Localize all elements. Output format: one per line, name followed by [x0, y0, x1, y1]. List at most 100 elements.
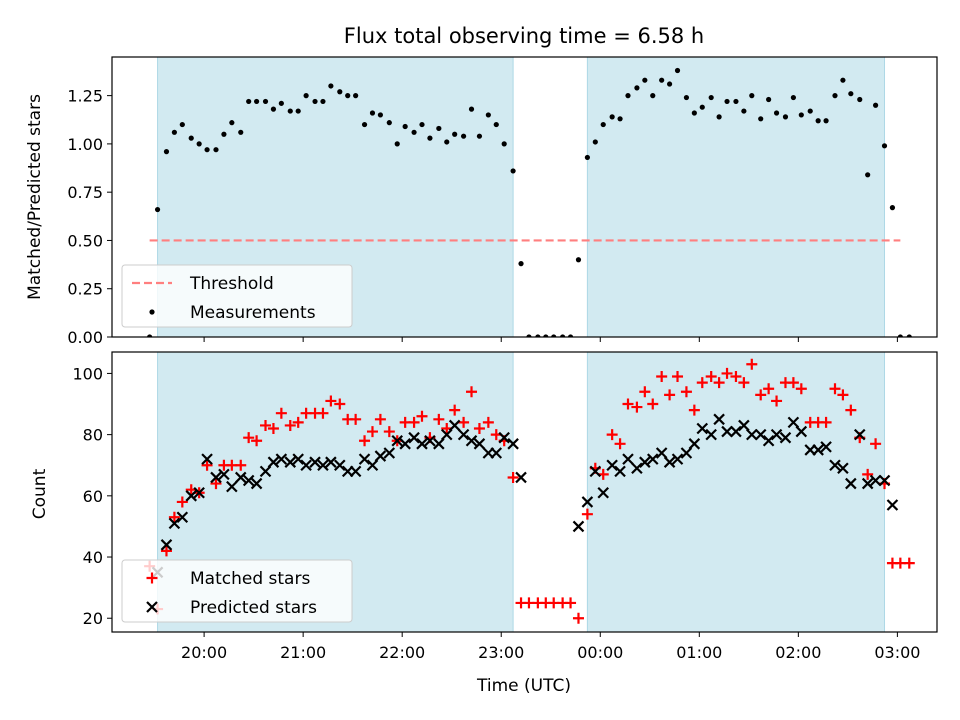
predicted-stars-point — [572, 520, 585, 533]
matched-stars-point — [581, 508, 593, 520]
predicted-stars-point — [210, 471, 222, 484]
matched-stars-point — [284, 419, 296, 431]
predicted-stars-point — [837, 462, 849, 475]
bottom-y-tick-label: 60 — [83, 487, 103, 506]
predicted-stars-point — [284, 456, 297, 468]
measurements-point — [807, 108, 813, 114]
predicted-stars-point — [754, 428, 767, 441]
predicted-stars-point — [696, 422, 709, 435]
matched-stars-point — [870, 438, 882, 450]
y-axis-label-bottom: Count — [30, 468, 50, 519]
matched-stars-point — [705, 370, 717, 382]
predicted-stars-point — [259, 465, 272, 478]
matched-stars-point — [713, 377, 725, 389]
predicted-stars-point — [374, 450, 387, 462]
measurements-point — [642, 77, 648, 83]
matched-stars-point — [795, 383, 807, 395]
matched-stars-point — [334, 398, 346, 410]
predicted-stars-point — [705, 428, 717, 441]
measurements-point — [584, 154, 590, 161]
measurements-point — [889, 205, 896, 211]
measurements-point — [823, 118, 829, 124]
matched-stars-point — [696, 377, 708, 389]
measurements-point — [634, 85, 640, 91]
measurements-point — [848, 91, 854, 97]
measurements-point — [196, 141, 202, 147]
measurements-point — [592, 139, 598, 145]
measurements-point — [238, 129, 244, 135]
measurements-point — [782, 114, 789, 120]
predicted-stars-point — [408, 431, 420, 444]
measurements-point — [361, 121, 368, 128]
predicted-stars-point — [457, 428, 470, 441]
predicted-stars-point — [779, 431, 792, 444]
measurements-point — [402, 123, 408, 130]
measurements-point — [287, 108, 293, 114]
bottom-panel: 20 40 60 80 100 20:00 21:00 22:00 23:00 00:00 01:0… — [72, 351, 938, 662]
predicted-stars-point — [886, 499, 899, 511]
measurements-point — [436, 125, 442, 132]
bottom-y-tick-label: 80 — [83, 426, 103, 445]
legend-predicted-stars-swatch — [146, 601, 158, 613]
bottom-y-tick-label: 20 — [83, 609, 103, 628]
matched-stars-point — [235, 459, 247, 471]
matched-stars-point — [275, 407, 287, 419]
legend-label: Predicted stars — [190, 598, 317, 618]
predicted-stars-point — [176, 511, 189, 524]
predicted-stars-point — [606, 459, 618, 472]
measurements-point — [246, 98, 252, 105]
measurements-point — [270, 106, 277, 112]
measurements-point — [666, 81, 673, 87]
top-axes-frame — [111, 56, 938, 338]
measurements-point — [773, 110, 780, 116]
measurements-point — [897, 334, 903, 337]
matched-stars-point — [631, 401, 643, 413]
predicted-stars-point — [309, 456, 321, 468]
matched-stars-point — [243, 432, 255, 444]
predicted-stars-point — [622, 453, 634, 465]
measurements-point — [353, 93, 359, 99]
measurements-point — [147, 334, 153, 337]
predicted-stars-point — [168, 517, 181, 530]
matched-stars-point — [755, 389, 767, 401]
matched-stars-point — [416, 410, 428, 422]
predicted-stars-point — [812, 444, 824, 456]
matched-stars-point — [680, 386, 692, 398]
matched-stars-point — [507, 471, 519, 483]
measurements-point — [733, 98, 739, 105]
measurements-point — [476, 133, 483, 139]
predicted-stars-point — [663, 456, 676, 468]
measurements-point — [444, 139, 450, 145]
predicted-stars-point — [416, 438, 428, 450]
predicted-stars-point — [853, 428, 866, 441]
bottom-x-tick-label: 03:00 — [874, 643, 920, 662]
predicted-stars-point — [349, 465, 362, 478]
predicted-stars-point — [399, 438, 411, 450]
measurements-point — [551, 334, 557, 337]
predicted-stars-point — [490, 447, 503, 459]
top-y-tick-label: 1.25 — [67, 87, 103, 106]
measurements-point — [691, 110, 697, 116]
measurements-point — [386, 120, 392, 126]
top-plot-area — [147, 67, 912, 337]
predicted-stars-point — [787, 416, 800, 429]
measurements-point — [493, 121, 499, 128]
measurements-point — [377, 112, 383, 118]
measurements-point — [560, 334, 566, 337]
predicted-stars-point — [473, 438, 486, 450]
measurements-point — [419, 121, 425, 128]
predicted-stars-point — [433, 438, 445, 450]
top-y-tick-label: 1.00 — [67, 135, 103, 154]
predicted-stars-point — [498, 431, 510, 444]
bottom-x-tick-label: 20:00 — [181, 643, 227, 662]
matched-stars-point — [672, 370, 684, 382]
measurements-point — [575, 257, 582, 263]
matched-stars-point — [383, 426, 395, 438]
measurements-point — [674, 67, 681, 74]
bottom-y-tick-label: 100 — [72, 364, 103, 383]
top-y-tick-label: 0.25 — [67, 280, 103, 299]
bottom-legend-box — [121, 559, 353, 623]
bottom-y-tick-label: 40 — [83, 548, 103, 567]
predicted-stars-point — [515, 471, 527, 484]
predicted-stars-point — [730, 425, 742, 438]
